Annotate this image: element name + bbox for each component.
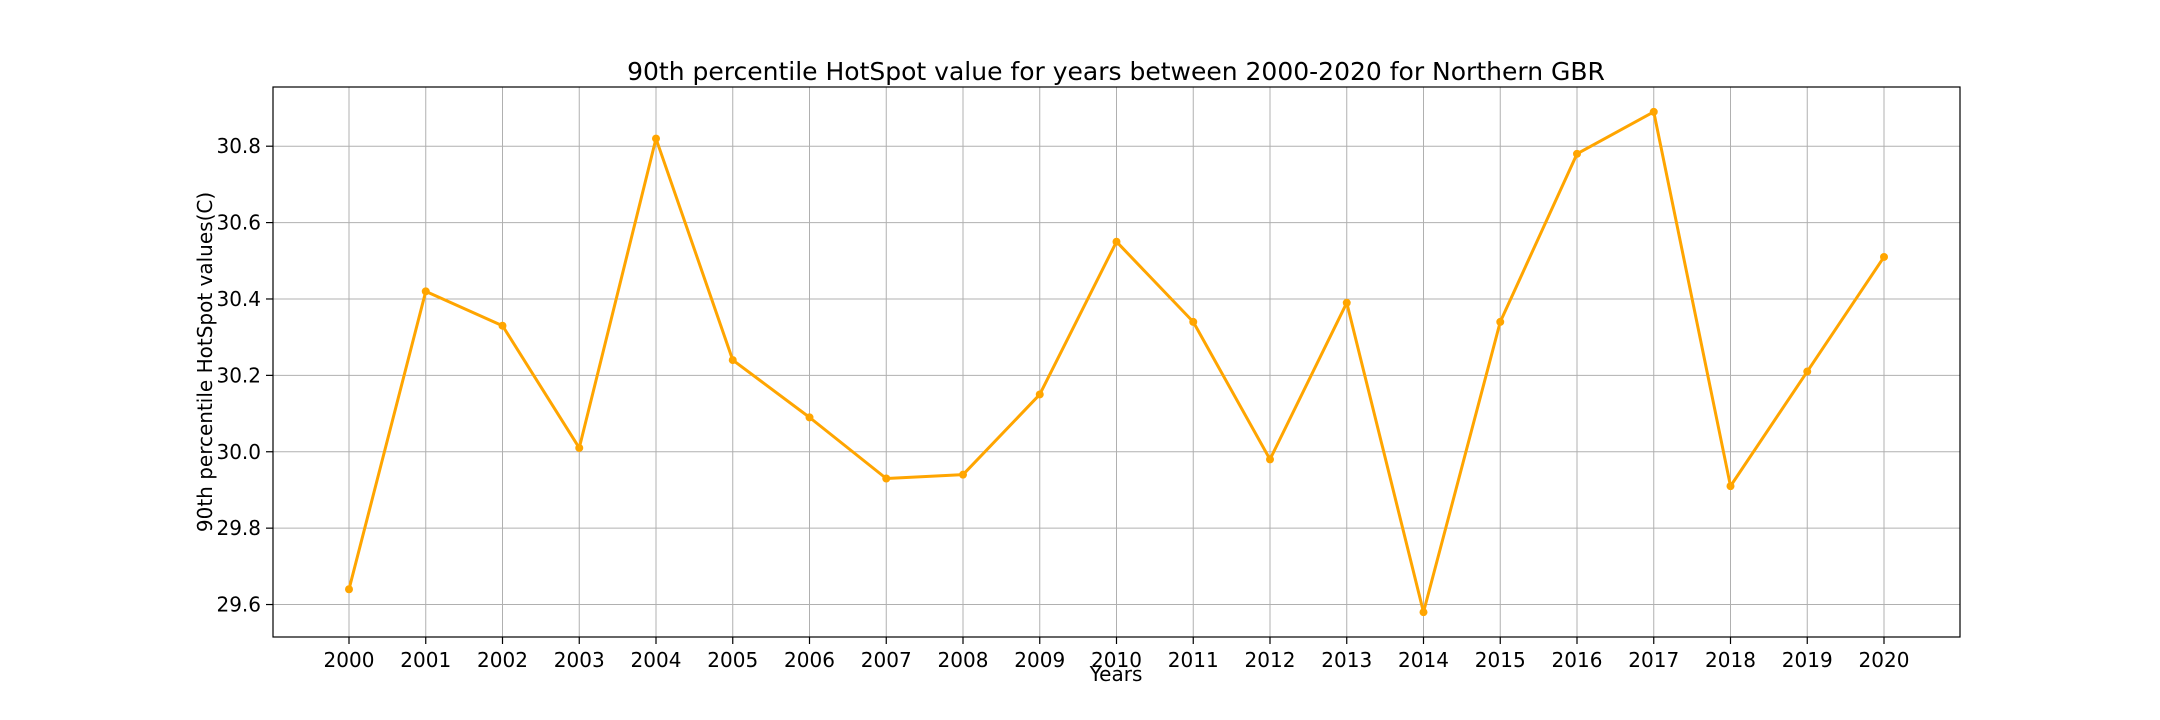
x-tick-label: 2011 xyxy=(1168,648,1219,672)
data-point xyxy=(1035,390,1044,399)
data-point xyxy=(1342,298,1351,307)
y-tick-label: 30.4 xyxy=(216,287,261,311)
x-axis-label: Years xyxy=(1089,662,1143,686)
data-point xyxy=(1726,482,1735,491)
chart-title: 90th percentile HotSpot value for years … xyxy=(627,57,1605,86)
y-tick-label: 29.8 xyxy=(216,516,261,540)
series-layer xyxy=(345,107,1888,617)
data-point xyxy=(421,287,430,296)
x-tick-label: 2002 xyxy=(477,648,528,672)
y-tick-label: 30.8 xyxy=(216,134,261,158)
x-tick-label: 2009 xyxy=(1014,648,1065,672)
data-point xyxy=(652,134,660,143)
data-point xyxy=(959,470,967,479)
x-tick-label: 2013 xyxy=(1321,648,1372,672)
data-point xyxy=(575,443,584,452)
y-axis-label: 90th percentile HotSpot values(C) xyxy=(193,192,217,532)
y-tick-label: 30.0 xyxy=(216,440,261,464)
data-point xyxy=(882,474,891,483)
x-tick-label: 2019 xyxy=(1782,648,1833,672)
x-tick-label: 2007 xyxy=(861,648,912,672)
x-tick-label: 2001 xyxy=(400,648,451,672)
y-tick-label: 30.6 xyxy=(216,211,261,235)
grid xyxy=(273,87,1960,637)
data-point xyxy=(1189,317,1198,326)
data-point xyxy=(1880,252,1888,261)
data-point xyxy=(498,321,507,330)
x-tick-label: 2005 xyxy=(707,648,758,672)
data-point xyxy=(1649,107,1658,116)
x-tick-label: 2012 xyxy=(1245,648,1296,672)
x-tick-label: 2008 xyxy=(938,648,989,672)
x-tick-label: 2003 xyxy=(554,648,605,672)
x-tick-label: 2016 xyxy=(1552,648,1603,672)
x-tick-label: 2018 xyxy=(1705,648,1756,672)
data-point xyxy=(728,356,737,365)
x-tick-label: 2020 xyxy=(1859,648,1910,672)
data-point xyxy=(345,585,353,594)
data-point xyxy=(1496,317,1505,326)
x-tick-label: 2006 xyxy=(784,648,835,672)
x-tick-label: 2004 xyxy=(631,648,682,672)
data-point xyxy=(1573,149,1581,158)
data-point xyxy=(1266,455,1274,464)
x-tick-label: 2010 xyxy=(1091,648,1142,672)
data-point xyxy=(805,413,814,422)
x-tick-label: 2017 xyxy=(1628,648,1679,672)
x-tick-label: 2000 xyxy=(324,648,375,672)
x-tick-label: 2014 xyxy=(1398,648,1449,672)
x-tick-label: 2015 xyxy=(1475,648,1526,672)
ticks: 2000 2001 2002 2003 2004 2005 2006 2007 2008 2009… xyxy=(216,134,1909,672)
data-point xyxy=(1419,608,1428,617)
data-point xyxy=(1112,237,1121,246)
y-tick-label: 30.2 xyxy=(216,363,261,387)
y-tick-label: 29.6 xyxy=(216,593,261,617)
data-point xyxy=(1803,367,1812,376)
